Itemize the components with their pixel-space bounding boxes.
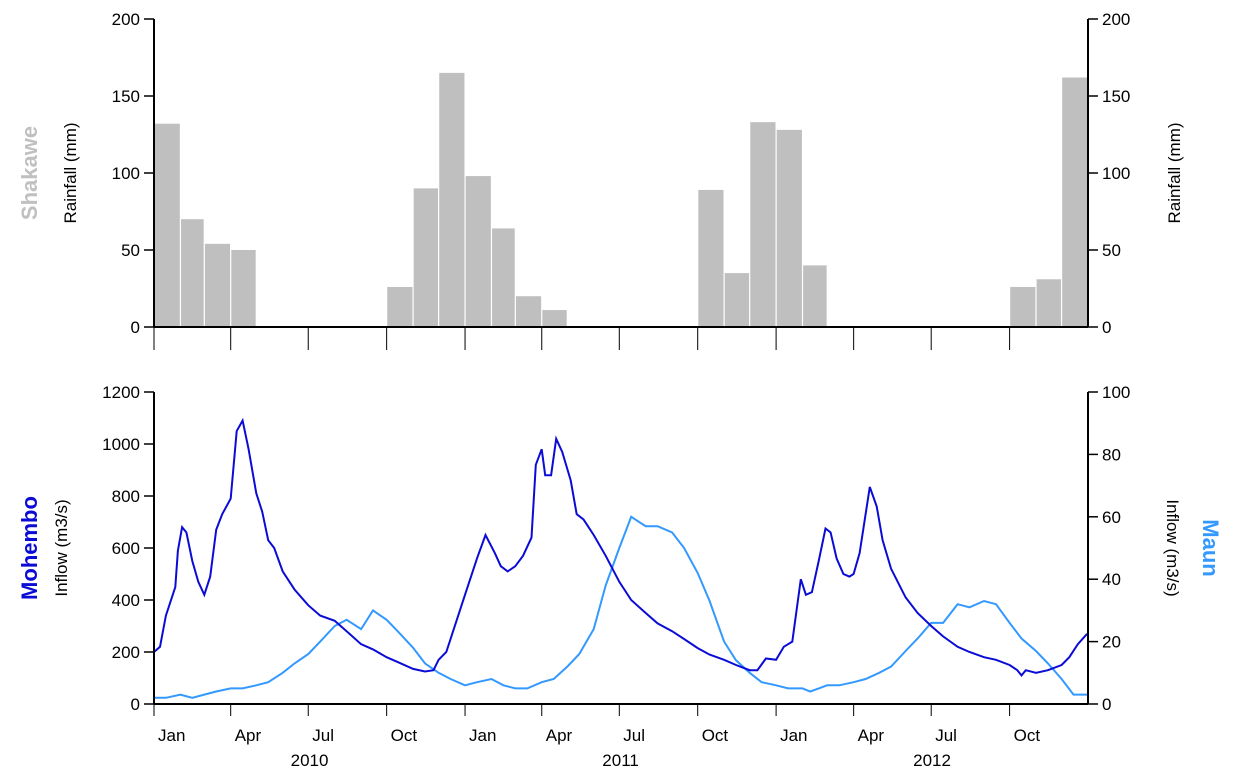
bottom-right-ylabel: Inflow (m3/s) xyxy=(1163,499,1182,596)
rainfall-bar xyxy=(181,219,204,327)
mohembo-tick-label: 0 xyxy=(131,695,140,714)
maun-tick-label: 20 xyxy=(1102,633,1121,652)
year-labels: 2010 2011 2012 xyxy=(291,751,951,770)
mohembo-tick-label: 400 xyxy=(112,591,140,610)
top-left-tick-label: 50 xyxy=(121,241,140,260)
maun-tick-label: 0 xyxy=(1102,695,1111,714)
maun-tick-label: 80 xyxy=(1102,445,1121,464)
bottom-month-ticks xyxy=(153,704,1011,716)
rainfall-bar xyxy=(803,265,827,327)
top-right-ylabel: Rainfall (mm) xyxy=(1165,122,1184,223)
mohembo-tick-label: 1000 xyxy=(102,435,140,454)
rainfall-bar xyxy=(1036,279,1061,327)
maun-axis-ticks: 0 20 40 60 80 100 xyxy=(1088,383,1130,714)
mohembo-tick-label: 200 xyxy=(112,643,140,662)
rainfall-bar xyxy=(750,122,776,328)
shakawe-rainfall-panel: 0 50 100 150 200 0 50 100 150 200 Shakawe Rainfa… xyxy=(17,10,1184,350)
rainfall-bar xyxy=(154,123,180,327)
top-left-tick-label: 100 xyxy=(112,164,140,183)
rainfall-bar xyxy=(542,310,567,327)
month-tick-label: Jul xyxy=(312,726,334,745)
top-left-ticks: 0 50 100 150 200 xyxy=(112,10,154,337)
rainfall-bar xyxy=(231,250,256,327)
rainfall-bar xyxy=(724,273,750,327)
month-tick-label: Oct xyxy=(702,726,729,745)
bottom-left-ylabel: Inflow (m3/s) xyxy=(52,499,71,596)
rainfall-bar xyxy=(698,189,724,327)
month-tick-label: Jan xyxy=(780,726,807,745)
month-tick-label: Oct xyxy=(391,726,418,745)
rainfall-bar xyxy=(492,228,515,327)
month-tick-label: Apr xyxy=(546,726,573,745)
mohembo-inflow-line xyxy=(153,417,1088,677)
month-tick-label: Jul xyxy=(935,726,957,745)
rainfall-bar xyxy=(515,296,542,327)
rainfall-bar xyxy=(387,286,413,327)
maun-tick-label: 100 xyxy=(1102,383,1130,402)
rainfall-bars xyxy=(154,72,1088,328)
rainfall-bar xyxy=(1062,77,1088,328)
month-tick-label: Jul xyxy=(623,726,645,745)
top-right-tick-label: 0 xyxy=(1102,318,1111,337)
year-label: 2012 xyxy=(913,751,951,770)
month-tick-label: Oct xyxy=(1014,726,1041,745)
maun-tick-label: 60 xyxy=(1102,508,1121,527)
mohembo-tick-label: 800 xyxy=(112,487,140,506)
rainfall-bar xyxy=(204,243,231,327)
month-tick-label: Jan xyxy=(158,726,185,745)
mohembo-axis-ticks: 0 200 400 600 800 1000 1200 xyxy=(102,383,154,714)
mohembo-series-label: Mohembo xyxy=(17,496,42,600)
shakawe-series-label: Shakawe xyxy=(17,126,42,220)
maun-tick-label: 40 xyxy=(1102,570,1121,589)
month-tick-label: Apr xyxy=(858,726,885,745)
year-label: 2010 xyxy=(291,751,329,770)
inflow-panel: 0 200 400 600 800 1000 1200 0 20 40 60 80 100 Jan Ap… xyxy=(17,383,1223,770)
rainfall-bar xyxy=(1010,286,1036,327)
top-right-ticks: 0 50 100 150 200 xyxy=(1088,10,1130,337)
month-tick-label: Jan xyxy=(469,726,496,745)
top-left-ylabel: Rainfall (mm) xyxy=(61,122,80,223)
maun-series-label: Maun xyxy=(1198,519,1223,576)
year-label: 2011 xyxy=(602,751,639,770)
month-tick-labels: Jan Apr Jul Oct Jan Apr Jul Oct Jan Apr Jul Oct xyxy=(158,726,1040,745)
rainfall-bar xyxy=(413,188,439,327)
top-right-tick-label: 100 xyxy=(1102,164,1130,183)
top-left-tick-label: 0 xyxy=(131,318,140,337)
rainfall-bar xyxy=(439,72,465,328)
top-right-tick-label: 200 xyxy=(1102,10,1130,29)
top-left-tick-label: 150 xyxy=(112,87,140,106)
top-right-tick-label: 150 xyxy=(1102,87,1130,106)
month-tick-label: Apr xyxy=(235,726,262,745)
top-right-tick-label: 50 xyxy=(1102,241,1121,260)
mohembo-tick-label: 600 xyxy=(112,539,140,558)
rainfall-bar xyxy=(776,129,802,327)
rainfall-bar xyxy=(465,176,491,327)
top-month-ticks xyxy=(153,327,1011,350)
top-left-tick-label: 200 xyxy=(112,10,140,29)
maun-inflow-line xyxy=(154,515,1088,699)
mohembo-tick-label: 1200 xyxy=(102,383,140,402)
